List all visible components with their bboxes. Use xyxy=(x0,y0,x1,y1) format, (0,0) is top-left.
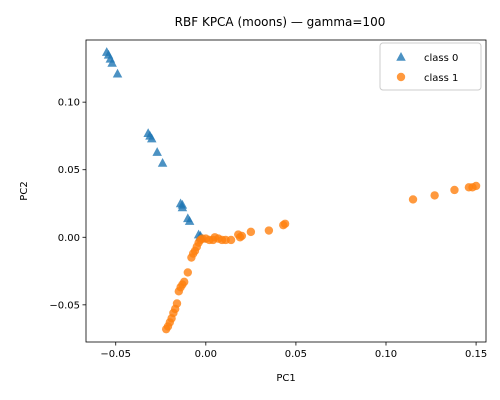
legend-class-1-marker xyxy=(396,72,406,82)
class-1-point xyxy=(172,299,182,308)
class-1-point xyxy=(264,226,274,235)
legend-class-0-marker xyxy=(396,52,406,61)
class-0-point xyxy=(152,147,162,156)
y-tick-label: −0.05 xyxy=(49,300,80,311)
class-1-point xyxy=(179,277,189,287)
class-1-point xyxy=(471,181,481,191)
x-axis-ticks: −0.05 0.00 0.05 0.10 0.15 xyxy=(100,342,487,360)
y-axis-ticks: −0.05 0.00 0.05 0.10 xyxy=(49,98,86,311)
legend: class 0 class 1 xyxy=(379,42,482,91)
class-0-point xyxy=(157,157,168,167)
legend-box xyxy=(379,42,482,91)
class-1-point xyxy=(408,195,418,204)
y-axis-label: PC2 xyxy=(19,181,30,200)
class-0-point xyxy=(107,57,117,67)
x-tick-label: 0.05 xyxy=(285,349,307,360)
legend-class-1-label: class 1 xyxy=(424,73,458,84)
class-1-point xyxy=(246,227,256,237)
class-1-point xyxy=(450,185,459,195)
class-1-point xyxy=(226,235,236,245)
class-1-point xyxy=(280,219,290,228)
legend-class-0-label: class 0 xyxy=(424,53,458,64)
x-tick-label: 0.10 xyxy=(375,349,397,360)
x-tick-label: 0.15 xyxy=(465,349,487,360)
plot-area xyxy=(85,39,487,343)
x-axis-label: PC1 xyxy=(276,373,295,384)
x-tick-label: −0.05 xyxy=(100,349,131,360)
y-tick-label: 0.10 xyxy=(58,98,80,109)
y-tick-label: 0.00 xyxy=(58,233,80,244)
class-0-point xyxy=(147,133,157,143)
axes-frame xyxy=(85,39,487,343)
class-0-point xyxy=(184,216,195,225)
class-1-point xyxy=(183,268,193,277)
x-tick-label: 0.00 xyxy=(195,349,217,360)
chart-title: RBF KPCA (moons) — gamma=100 xyxy=(175,15,386,29)
class-1-point xyxy=(237,231,247,241)
class-0-point xyxy=(112,68,123,78)
class-1-point xyxy=(430,191,439,200)
y-tick-label: 0.05 xyxy=(58,165,80,176)
class-0-point xyxy=(177,202,188,212)
